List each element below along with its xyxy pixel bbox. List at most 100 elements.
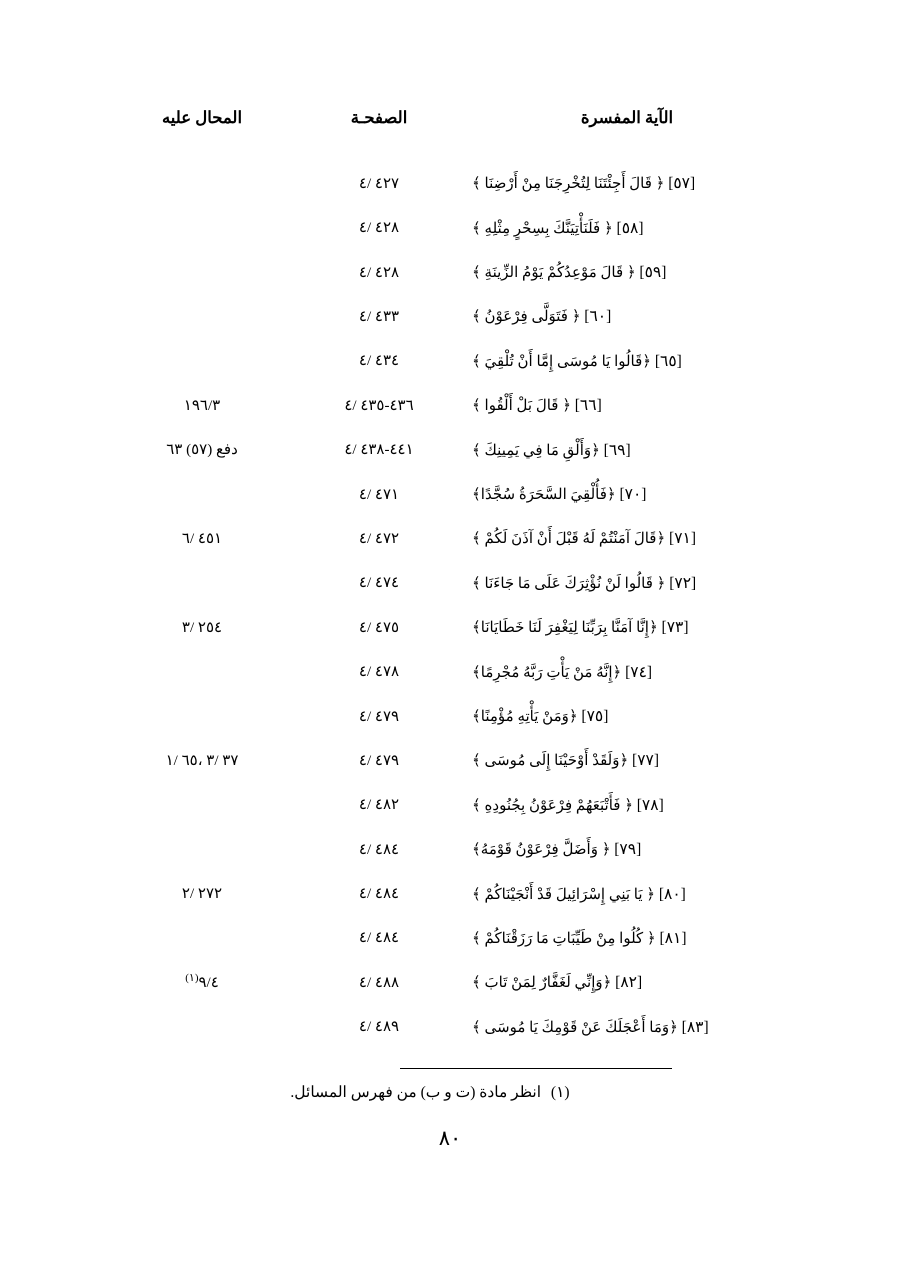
ayah-number: [٨٣]: [681, 1018, 709, 1036]
cell-page-reference: ٤٢٨ /٤: [286, 251, 472, 295]
cell-cross-reference: ٤٥١ /٦: [118, 517, 286, 561]
footnote-area: (١) انظر مادة (ت و ب) من فهرس المسائل.: [118, 1068, 782, 1102]
footnote-marker: (١): [550, 1084, 570, 1102]
ayah-text: ﴿ قَالُوا لَنْ نُؤْثِرَكَ عَلَى مَا جَاء…: [472, 575, 666, 592]
cell-ayah: [٦٠] ﴿ فَتَوَلَّى فِرْعَوْنُ ﴾: [472, 295, 782, 339]
ayah-number: [٥٧]: [668, 175, 696, 193]
table-row: [٧٥] ﴿وَمَنْ يَأْتِهِ مُؤْمِنًا﴾ ٤٧٩ /٤: [118, 695, 782, 739]
page-reference-value: ٤٧١ /٤: [358, 486, 400, 503]
table-row: [٦٠] ﴿ فَتَوَلَّى فِرْعَوْنُ ﴾ ٤٣٣ /٤: [118, 295, 782, 339]
cell-cross-reference: [118, 340, 286, 384]
table-row: [٧٨] ﴿ فَأَتْبَعَهُمْ فِرْعَوْنُ بِجُنُو…: [118, 783, 782, 827]
cell-page-reference: ٤٨٤ /٤: [286, 828, 472, 872]
cell-ayah: [٧٣] ﴿إِنَّا آمَنَّا بِرَبِّنَا لِيَغْفِ…: [472, 606, 782, 650]
cell-page-reference: ٤٢٨ /٤: [286, 206, 472, 250]
cell-ayah: [٥٧] ﴿ قَالَ أَجِئْتَنَا لِتُخْرِجَنَا م…: [472, 162, 782, 206]
page-reference-value: ٤٢٨ /٤: [358, 264, 400, 281]
cross-reference-value: دفع (٥٧) ٦٣: [166, 442, 238, 459]
cell-page-reference: ٤٨٨ /٤: [286, 961, 472, 1005]
ayah-text: ﴿ فَتَوَلَّى فِرْعَوْنُ ﴾: [472, 309, 581, 326]
cell-ayah: [٧٠] ﴿فَأُلْقِيَ السَّحَرَةُ سُجَّدًا﴾: [472, 473, 782, 517]
ayah-number: [٧٢]: [669, 574, 697, 592]
ayah-text: ﴿وَلَقَدْ أَوْحَيْنَا إِلَى مُوسَى ﴾: [472, 753, 629, 770]
table-header: الآية المفسرة الصفحـة المحال عليه: [118, 108, 782, 162]
cell-page-reference: ٤٧٩ /٤: [286, 695, 472, 739]
ayah-text: ﴿ وَأَضَلَّ فِرْعَوْنُ قَوْمَهُ﴾: [472, 842, 611, 859]
table-row: [٧٤] ﴿إِنَّهُ مَنْ يَأْتِ رَبَّهُ مُجْرِ…: [118, 650, 782, 694]
ayah-number: [٨٢]: [615, 974, 643, 992]
page-reference-value: ٤٧٩ /٤: [358, 752, 400, 769]
table-row: [٧٢] ﴿ قَالُوا لَنْ نُؤْثِرَكَ عَلَى مَا…: [118, 562, 782, 606]
cross-reference-value: ٢٥٤ /٣: [181, 619, 223, 636]
cell-page-reference: ٤٧٢ /٤: [286, 517, 472, 561]
ayah-text: ﴿وَأَلْقِ مَا فِي يَمِينِكَ ﴾: [472, 442, 600, 459]
ayah-text: ﴿ قَالَ أَجِئْتَنَا لِتُخْرِجَنَا مِنْ أ…: [472, 176, 665, 193]
cell-cross-reference: [118, 783, 286, 827]
cell-page-reference: ٤٢٧ /٤: [286, 162, 472, 206]
table-row: [٨١] ﴿ كُلُوا مِنْ طَيِّبَاتِ مَا رَزَقْ…: [118, 917, 782, 961]
ayah-number: [٨١]: [659, 929, 687, 947]
cell-cross-reference: [118, 473, 286, 517]
cell-page-reference: ٤٧١ /٤: [286, 473, 472, 517]
cell-ayah: [٦٩] ﴿وَأَلْقِ مَا فِي يَمِينِكَ ﴾: [472, 428, 782, 472]
cell-page-reference: ٤٧٤ /٤: [286, 562, 472, 606]
cell-ayah: [٨٣] ﴿وَمَا أَعْجَلَكَ عَنْ قَوْمِكَ يَا…: [472, 1005, 782, 1049]
cross-reference-value: ٣٧ /٣ ،٦٥ /١: [165, 752, 239, 769]
ayah-text: ﴿فَأُلْقِيَ السَّحَرَةُ سُجَّدًا﴾: [472, 487, 616, 504]
page-reference-value: ٤٨٩ /٤: [358, 1019, 400, 1036]
table-row: [٥٧] ﴿ قَالَ أَجِئْتَنَا لِتُخْرِجَنَا م…: [118, 162, 782, 206]
ayah-number: [٧٥]: [581, 708, 609, 725]
ayah-number: [٨٠]: [658, 885, 686, 903]
cell-ayah: [٥٨] ﴿ فَلَنَأْتِيَنَّكَ بِسِحْرٍ مِثْلِ…: [472, 206, 782, 250]
cell-page-reference: ٤٨٩ /٤: [286, 1005, 472, 1049]
ayah-number: [٧٣]: [661, 619, 689, 637]
cell-cross-reference: دفع (٥٧) ٦٣: [118, 428, 286, 472]
cell-ayah: [٧١] ﴿قَالَ آمَنْتُمْ لَهُ قَبْلَ أَنْ آ…: [472, 517, 782, 561]
table-row: [٨٠] ﴿ يَا بَنِي إِسْرَائِيلَ قَدْ أَنْج…: [118, 872, 782, 916]
ayah-number: [٦٩]: [603, 441, 631, 459]
cell-cross-reference: [118, 650, 286, 694]
ayah-number: [٧٧]: [632, 752, 660, 770]
cell-cross-reference: ٣٧ /٣ ،٦٥ /١: [118, 739, 286, 783]
table-row: [٨٣] ﴿وَمَا أَعْجَلَكَ عَنْ قَوْمِكَ يَا…: [118, 1005, 782, 1049]
ayah-number: [٦٦]: [574, 397, 602, 415]
ayah-text: ﴿ فَأَتْبَعَهُمْ فِرْعَوْنُ بِجُنُودِهِ …: [472, 797, 633, 814]
cell-cross-reference: ٢٥٤ /٣: [118, 606, 286, 650]
page-reference-value: ٤٧٩ /٤: [358, 708, 400, 725]
cell-page-reference: ٤٧٩ /٤: [286, 739, 472, 783]
page-reference-value: ٤٧٢ /٤: [358, 530, 400, 547]
ayah-number: [٧١]: [669, 530, 697, 548]
footnote-body-text: انظر مادة (ت و ب) من فهرس المسائل.: [290, 1084, 542, 1102]
cell-ayah: [٧٧] ﴿وَلَقَدْ أَوْحَيْنَا إِلَى مُوسَى …: [472, 739, 782, 783]
cell-ayah: [٧٤] ﴿إِنَّهُ مَنْ يَأْتِ رَبَّهُ مُجْرِ…: [472, 650, 782, 694]
cell-page-reference: ٤٨٢ /٤: [286, 783, 472, 827]
cell-ayah: [٧٥] ﴿وَمَنْ يَأْتِهِ مُؤْمِنًا﴾: [472, 695, 782, 739]
cell-cross-reference: [118, 917, 286, 961]
ayah-number: [٥٩]: [639, 264, 667, 282]
footnote-reference-marker: (١): [185, 971, 199, 984]
cell-ayah: [٨٢] ﴿وَإِنِّي لَغَفَّارٌ لِمَنْ تَابَ ﴾: [472, 961, 782, 1005]
cell-page-reference: ٤٧٥ /٤: [286, 606, 472, 650]
ayah-number: [٥٨]: [616, 219, 644, 237]
cell-page-reference: ٤٤١-٤٣٨ /٤: [286, 428, 472, 472]
page-reference-value: ٤٤١-٤٣٨ /٤: [344, 442, 414, 459]
page-reference-value: ٤٧٥ /٤: [358, 619, 400, 636]
cross-reference-value: ٢٧٢ /٢: [181, 886, 223, 903]
cell-ayah: [٧٢] ﴿ قَالُوا لَنْ نُؤْثِرَكَ عَلَى مَا…: [472, 562, 782, 606]
cell-page-reference: ٤٣٦-٤٣٥ /٤: [286, 384, 472, 428]
cell-page-reference: ٤٧٨ /٤: [286, 650, 472, 694]
cell-cross-reference: [118, 295, 286, 339]
cell-cross-reference: [118, 206, 286, 250]
ayah-text: ﴿قَالُوا يَا مُوسَى إِمَّا أَنْ تُلْقِيَ…: [472, 353, 652, 370]
page-reference-value: ٤٣٤ /٤: [358, 353, 400, 370]
cell-page-reference: ٤٨٤ /٤: [286, 917, 472, 961]
cell-ayah: [٦٥] ﴿قَالُوا يَا مُوسَى إِمَّا أَنْ تُل…: [472, 340, 782, 384]
table-row: [٥٩] ﴿ قَالَ مَوْعِدُكُمْ يَوْمُ الزِّين…: [118, 251, 782, 295]
cell-page-reference: ٤٨٤ /٤: [286, 872, 472, 916]
cell-cross-reference: [118, 251, 286, 295]
cross-reference-value: ٤٥١ /٦: [181, 530, 223, 547]
page-reference-value: ٤٨٤ /٤: [358, 886, 400, 903]
ayah-text: ﴿وَمَا أَعْجَلَكَ عَنْ قَوْمِكَ يَا مُوس…: [472, 1019, 678, 1036]
page-reference-value: ٤٣٣ /٤: [358, 308, 400, 325]
